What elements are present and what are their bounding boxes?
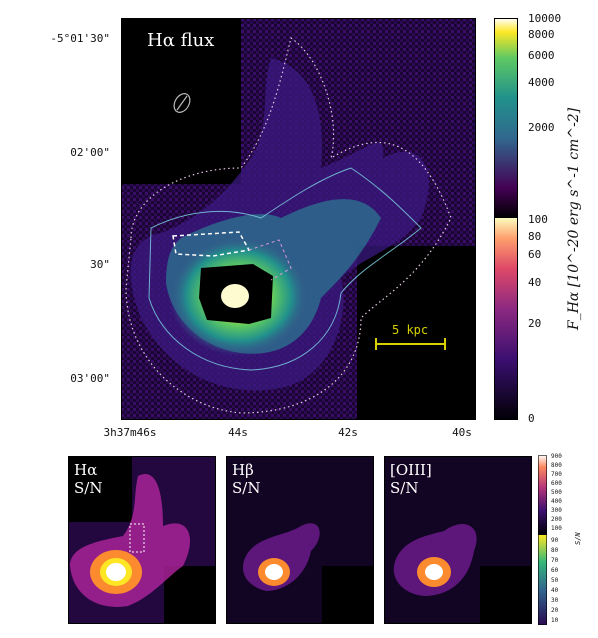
y-tick-3: 03'00"	[70, 372, 110, 385]
cb-tick-10000: 10000	[528, 12, 562, 25]
cb-tick-20: 20	[528, 317, 542, 330]
x-tick-3: 40s	[452, 426, 472, 439]
x-tick-0: 3h37m46s	[103, 426, 157, 439]
scalebar-label: 5 kpc	[392, 323, 429, 337]
main-colorbar	[494, 18, 518, 420]
small-panel-hbeta: Hβ S/N	[226, 456, 374, 624]
small-cb-tick-60: 60	[551, 567, 559, 574]
main-panel-title: Hα flux	[147, 30, 215, 51]
small-panel-hbeta-line2: S/N	[232, 479, 261, 497]
small-cb-tick-400: 400	[551, 498, 562, 505]
small-cb-tick-20: 20	[551, 607, 559, 614]
small-cb-tick-600: 600	[551, 480, 562, 487]
small-cb-tick-30: 30	[551, 597, 559, 604]
cb-tick-0: 0	[528, 412, 535, 425]
x-tick-1: 44s	[228, 426, 248, 439]
small-cb-tick-900: 900	[551, 453, 562, 460]
small-panel-oiii-line1: [OIII]	[390, 461, 432, 479]
cb-tick-4000: 4000	[528, 76, 555, 89]
small-panel-halpha: Hα S/N	[68, 456, 216, 624]
cb-tick-60: 60	[528, 248, 542, 261]
small-cb-tick-90: 90	[551, 537, 559, 544]
small-cb-tick-100: 100	[551, 525, 562, 532]
cb-tick-80: 80	[528, 230, 542, 243]
small-cb-tick-70: 70	[551, 557, 559, 564]
masked-region-top-left	[121, 18, 241, 184]
y-tick-1: 02'00"	[70, 146, 110, 159]
colorbar-label: F_Hα [10^-20 erg s^-1 cm^-2]	[566, 107, 582, 330]
y-tick-0: -5°01'30"	[50, 32, 110, 45]
cb-tick-100: 100	[528, 213, 548, 226]
small-cb-tick-40: 40	[551, 587, 559, 594]
small-cb-tick-700: 700	[551, 471, 562, 478]
y-tick-2: 30"	[90, 258, 110, 271]
small-panel-oiii: [OIII] S/N	[384, 456, 532, 624]
small-panel-halpha-line2: S/N	[74, 479, 103, 497]
small-cb-tick-500: 500	[551, 489, 562, 496]
x-tick-2: 42s	[338, 426, 358, 439]
small-colorbar	[538, 455, 547, 625]
cb-tick-6000: 6000	[528, 49, 555, 62]
beam-ellipse-icon	[173, 93, 191, 113]
small-panel-halpha-line1: Hα	[74, 461, 98, 479]
cb-tick-8000: 8000	[528, 28, 555, 41]
small-cb-tick-300: 300	[551, 507, 562, 514]
small-panel-oiii-line2: S/N	[390, 479, 419, 497]
small-cb-tick-10: 10	[551, 617, 559, 624]
masked-region-bottom-right	[357, 246, 476, 420]
small-cb-tick-80: 80	[551, 547, 559, 554]
small-cb-tick-50: 50	[551, 577, 559, 584]
cb-tick-40: 40	[528, 276, 542, 289]
cb-tick-2000: 2000	[528, 121, 555, 134]
small-colorbar-label: S/N	[574, 532, 582, 545]
main-image-panel: Hα flux 5 kpc	[121, 18, 476, 420]
small-cb-tick-200: 200	[551, 516, 562, 523]
small-cb-tick-800: 800	[551, 462, 562, 469]
small-panel-hbeta-line1: Hβ	[232, 461, 254, 479]
